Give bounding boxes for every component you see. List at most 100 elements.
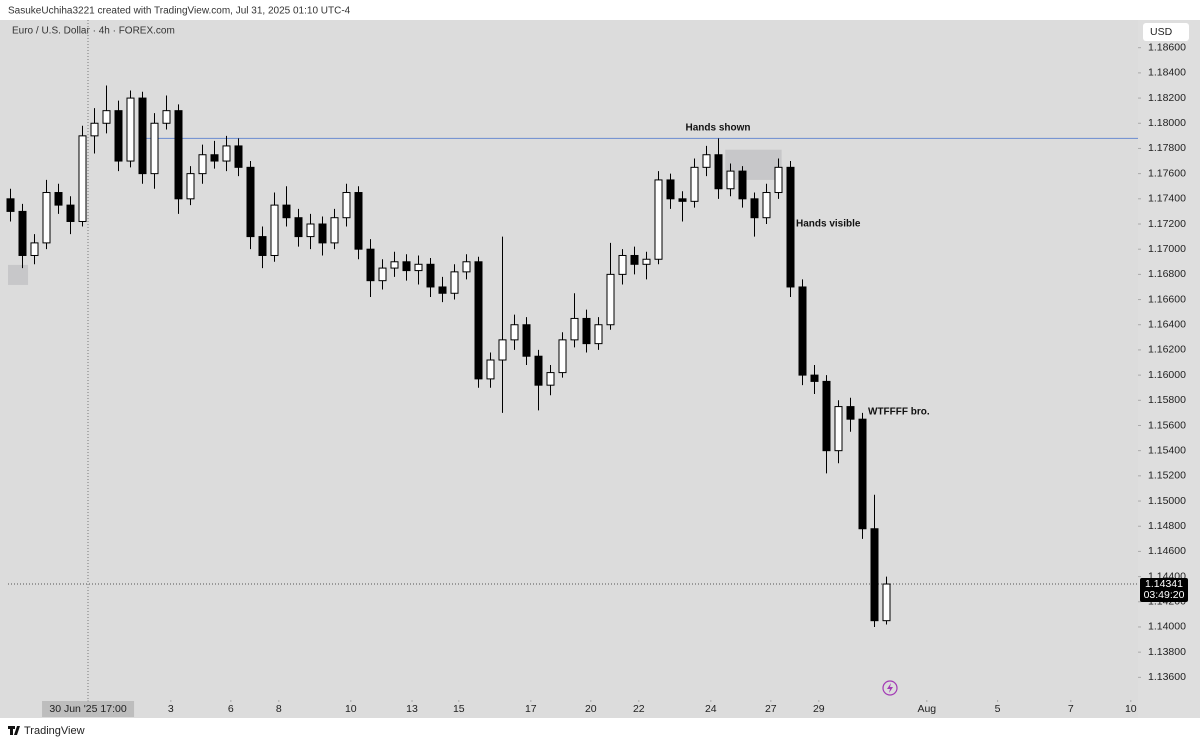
candle-body — [690, 166, 699, 202]
y-tick-label: 1.13600 — [1148, 671, 1186, 683]
candle-body — [630, 254, 639, 265]
alert-bolt — [887, 683, 893, 693]
candle-body — [486, 359, 495, 380]
chart-background — [0, 20, 1200, 718]
candle-body — [126, 97, 135, 162]
x-tick-label: 6 — [228, 703, 234, 715]
candle-body — [834, 406, 843, 452]
y-tick-label: 1.15600 — [1148, 419, 1186, 431]
x-tick-label: 29 — [813, 703, 825, 715]
currency[interactable]: USD — [1150, 26, 1173, 38]
candle-body — [510, 324, 519, 341]
candle-body — [594, 324, 603, 345]
candle-body — [54, 192, 63, 206]
candle-body — [390, 261, 399, 269]
candle-body — [174, 110, 183, 200]
y-tick-label: 1.15400 — [1148, 444, 1186, 456]
y-tick-label: 1.16600 — [1148, 293, 1186, 305]
alert-icon[interactable] — [882, 680, 898, 696]
candle-body — [198, 154, 207, 175]
logo — [8, 726, 20, 735]
candle-body — [798, 286, 807, 376]
y-tick-label: 1.18600 — [1148, 41, 1186, 53]
chart-title: Euro / U.S. Dollar · 4h · FOREX.com — [12, 26, 175, 37]
y-tick-label: 1.16800 — [1148, 268, 1186, 280]
candle-body — [570, 317, 579, 341]
candle-body — [882, 583, 891, 622]
candle-body — [246, 166, 255, 238]
candle-body — [222, 145, 231, 162]
x-tick-label: 20 — [585, 703, 597, 715]
candle-body — [342, 192, 351, 219]
x-tick-label: 17 — [525, 703, 537, 715]
candle-body — [858, 418, 867, 530]
candle-body — [78, 135, 87, 222]
candle-body — [702, 154, 711, 168]
annotation: Hands shown — [685, 123, 750, 134]
x-tick-label: 22 — [633, 703, 645, 715]
candle-body — [426, 263, 435, 288]
candle-body — [654, 179, 663, 260]
candle-body — [714, 154, 723, 190]
candle-body — [186, 173, 195, 200]
candle-body — [114, 110, 123, 162]
candle-body — [450, 271, 459, 294]
y-tick-label: 1.18000 — [1148, 117, 1186, 129]
y-tick-label: 1.17400 — [1148, 193, 1186, 205]
y-tick-label: 1.14600 — [1148, 545, 1186, 557]
x-tick-label: 13 — [406, 703, 418, 715]
y-tick-label: 1.15200 — [1148, 470, 1186, 482]
candle-body — [870, 528, 879, 622]
y-tick-label: 1.14000 — [1148, 621, 1186, 633]
zone — [725, 149, 782, 180]
candle-body — [234, 145, 243, 168]
x-tick-label: 15 — [453, 703, 465, 715]
candle-body — [138, 97, 147, 175]
x-label-highlight — [42, 701, 135, 717]
y-tick-label: 1.17600 — [1148, 167, 1186, 179]
candle-body — [762, 192, 771, 219]
footer-brand: TradingView — [24, 725, 85, 737]
x-tick-label: 8 — [276, 703, 282, 715]
candle-body — [642, 258, 651, 265]
candle-body — [534, 355, 543, 386]
y-tick-label: 1.16400 — [1148, 319, 1186, 331]
zone — [8, 264, 29, 285]
y-tick-label: 1.15000 — [1148, 495, 1186, 507]
candle-body — [366, 248, 375, 282]
candle-body — [318, 223, 327, 244]
y-tick-label: 1.17200 — [1148, 218, 1186, 230]
candle-body — [726, 170, 735, 190]
candle-body — [738, 170, 747, 200]
candle-body — [666, 179, 675, 200]
candle-body — [30, 242, 39, 256]
candle-body — [162, 110, 171, 124]
y-tick-label: 1.15800 — [1148, 394, 1186, 406]
y-tick-label: 1.17000 — [1148, 243, 1186, 255]
candle-body — [210, 154, 219, 162]
candle-body — [498, 339, 507, 361]
candle-body — [66, 204, 75, 222]
x-tick-label: 10 — [1125, 703, 1137, 715]
candle-body — [282, 204, 291, 219]
annotation: Hands visible — [796, 219, 861, 230]
currency-box — [1143, 23, 1189, 41]
annotation: WTFFFF bro. — [868, 407, 930, 418]
price-tag-value: 1.14341 — [1145, 578, 1183, 590]
x-tick-label: 24 — [705, 703, 717, 715]
candle-body — [558, 339, 567, 374]
x-tick-label: 3 — [168, 703, 174, 715]
candle-body — [546, 372, 555, 386]
candle-body — [462, 261, 471, 273]
candle-body — [150, 122, 159, 175]
candle-body — [102, 110, 111, 124]
candle-body — [582, 317, 591, 345]
countdown: 03:49:20 — [1144, 589, 1185, 601]
candle-body — [354, 192, 363, 250]
candle-body — [678, 198, 687, 202]
candle-body — [750, 198, 759, 219]
y-tick-label: 1.18200 — [1148, 92, 1186, 104]
footer — [0, 720, 1200, 744]
candle-body — [786, 166, 795, 288]
y-tick-label: 1.17800 — [1148, 142, 1186, 154]
